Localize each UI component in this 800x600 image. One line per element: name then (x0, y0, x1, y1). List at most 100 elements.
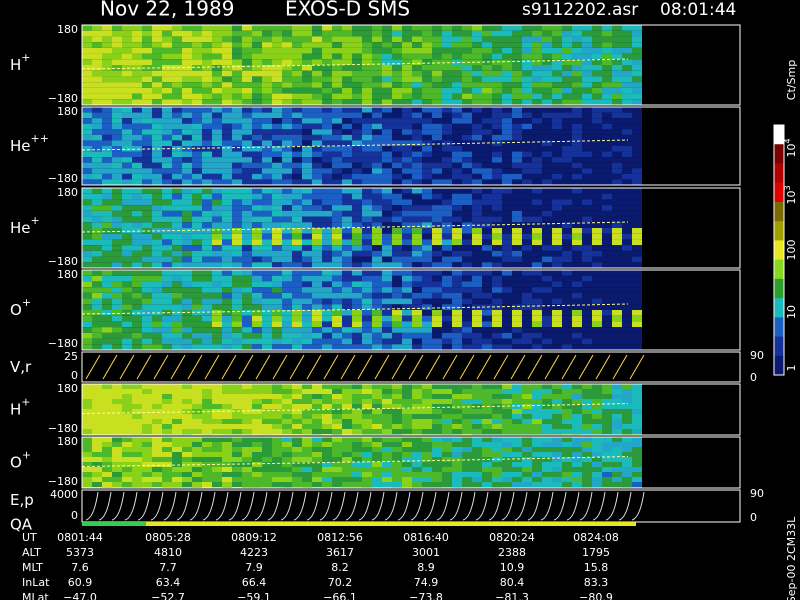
spectrogram-cell (272, 233, 282, 240)
spectrogram-cell (392, 210, 402, 217)
spectrogram-cell (552, 193, 562, 200)
spectrogram-cell (612, 123, 622, 130)
spectrogram-cell (352, 245, 362, 251)
spectrogram-cell (452, 437, 462, 442)
spectrogram-cell (82, 332, 92, 339)
spectrogram-cell (102, 162, 112, 169)
spectrogram-cell (82, 157, 92, 163)
spectrogram-cell (632, 281, 642, 288)
spectrogram-cell (202, 93, 212, 100)
spectrogram-cell (492, 477, 502, 482)
colorbar-swatch (774, 144, 784, 164)
spectrogram-cell (202, 394, 212, 399)
spectrogram-cell (282, 99, 292, 105)
spectrogram-cell (192, 414, 202, 419)
spectrogram-cell (452, 151, 462, 158)
spectrogram-cell (292, 321, 302, 328)
spectrogram-cell (142, 256, 152, 263)
spectrogram-cell (362, 389, 372, 394)
spectrogram-cell (322, 99, 332, 105)
spectrogram-cell (272, 245, 282, 251)
spectrogram-cell (132, 42, 142, 48)
spectrogram-cell (442, 65, 452, 71)
spectrogram-cell (262, 250, 272, 257)
spectrogram-cell (612, 47, 622, 54)
spectrogram-cell (602, 216, 612, 223)
spectrogram-cell (392, 399, 402, 404)
spectrogram-cell (402, 53, 412, 60)
spectrogram-cell (572, 199, 582, 206)
spectrogram-cell (162, 146, 172, 152)
spectrogram-cell (252, 210, 262, 217)
spectrogram-cell (322, 188, 332, 194)
spectrogram-cell (622, 399, 632, 404)
spectrogram-cell (512, 179, 522, 185)
spectrogram-cell (602, 256, 612, 263)
footer-value: 1795 (582, 546, 610, 559)
spectrogram-cell (452, 442, 462, 447)
spectrogram-cell (192, 262, 202, 268)
spectrogram-cell (272, 199, 282, 206)
spectrogram-cell (482, 162, 492, 169)
spectrogram-cell (402, 384, 412, 389)
spectrogram-cell (432, 157, 442, 163)
spectrogram-cell (482, 327, 492, 333)
spectrogram-cell (412, 281, 422, 288)
spectrogram-cell (462, 250, 472, 257)
spectrogram-cell (132, 228, 142, 234)
spectrogram-cell (632, 394, 642, 399)
spectrogram-cell (262, 447, 272, 452)
spectrogram-cell (562, 404, 572, 409)
spectrogram-cell (592, 437, 602, 442)
spectrogram-cell (462, 162, 472, 169)
spectrogram-cell (412, 384, 422, 389)
spectrogram-cell (82, 477, 92, 482)
spectrogram-cell (202, 447, 212, 452)
spectrogram-cell (322, 222, 332, 228)
spectrogram-cell (412, 30, 422, 37)
spectrogram-cell (232, 262, 242, 268)
spectrogram-cell (172, 146, 182, 152)
spectrogram-cell (482, 87, 492, 94)
spectrogram-cell (502, 30, 512, 37)
spectrogram-cell (612, 429, 622, 434)
spectrogram-cell (562, 134, 572, 141)
spectrogram-cell (392, 36, 402, 43)
spectrogram-cell (442, 82, 452, 88)
spectrogram-cell (242, 315, 252, 322)
spectrogram-cell (192, 162, 202, 169)
spectrogram-cell (392, 42, 402, 48)
spectrogram-cell (122, 65, 132, 71)
spectrogram-cell (382, 47, 392, 54)
spectrogram-cell (112, 472, 122, 477)
spectrogram-cell (482, 256, 492, 263)
spectrogram-cell (212, 477, 222, 482)
spectrogram-cell (622, 256, 632, 263)
spectrogram-cell (192, 87, 202, 94)
spectrogram-cell (432, 93, 442, 100)
spectrogram-cell (352, 419, 362, 424)
spectrogram-cell (492, 193, 502, 200)
spectrogram-cell (582, 409, 592, 414)
spectrogram-cell (182, 216, 192, 223)
spectrogram-cell (402, 65, 412, 71)
spectrogram-cell (382, 151, 392, 158)
spectrogram-cell (602, 173, 612, 180)
spectrogram-cell (332, 321, 342, 328)
spectrogram-cell (542, 462, 552, 467)
spectrogram-cell (212, 245, 222, 251)
spectrogram-cell (282, 457, 292, 462)
spectrogram-cell (622, 93, 632, 100)
spectrogram-cell (242, 199, 252, 206)
spectrogram-cell (522, 321, 532, 328)
spectrogram-cell (572, 65, 582, 71)
spectrogram-cell (382, 129, 392, 135)
spectrogram-cell (212, 93, 222, 100)
spectrogram-cell (342, 70, 352, 77)
spectrogram-cell (102, 399, 112, 404)
spectrogram-cell (562, 409, 572, 414)
spectrogram-cell (492, 338, 502, 345)
spectrogram-cell (582, 222, 592, 228)
spectrogram-cell (552, 162, 562, 169)
spectrogram-cell (442, 193, 452, 200)
